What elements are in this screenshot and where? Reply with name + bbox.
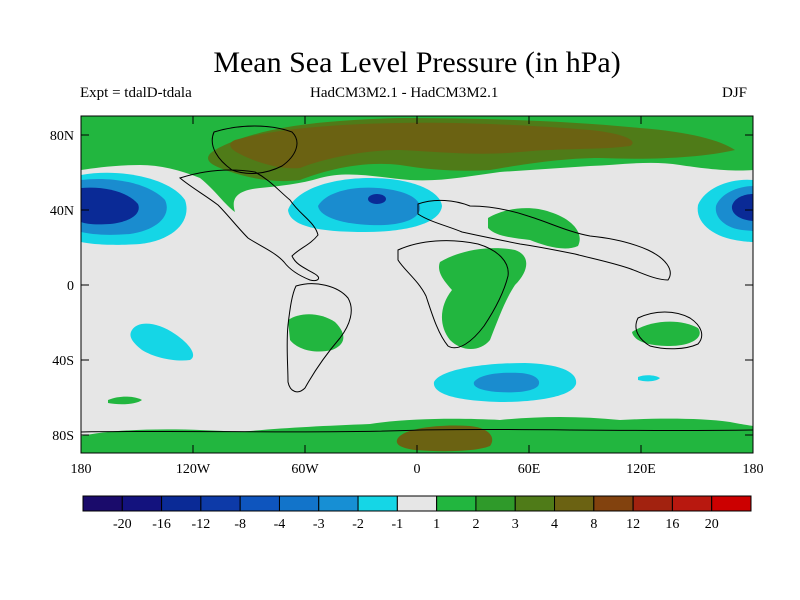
north-pacific-low-west-core: [81, 187, 139, 225]
colorbar-label: 3: [512, 517, 519, 532]
axis-ticks: [81, 116, 753, 453]
colorbar-label: -4: [274, 517, 286, 532]
southern-ocean-low-mid: [473, 372, 540, 393]
lon-label-120e: 120E: [626, 462, 656, 477]
colorbar-label: 16: [665, 517, 679, 532]
lon-label-60e: 60E: [518, 462, 541, 477]
colorbar-swatch: [514, 495, 556, 512]
africa-positive-region: [439, 248, 527, 349]
colorbar-swatch: [200, 495, 241, 512]
north-pacific-low-east-core: [731, 194, 753, 221]
australia-positive-region: [632, 321, 700, 346]
colorbar-swatch: [671, 495, 713, 512]
colorbar-swatch: [554, 495, 595, 512]
south-pacific-low: [130, 323, 194, 361]
map-field: [81, 116, 753, 453]
colorbar-label: 20: [705, 517, 719, 532]
colorbar-swatch: [82, 495, 123, 512]
lat-label-0: 0: [67, 279, 74, 294]
colorbar-label: 8: [590, 517, 597, 532]
colorbar-swatch: [436, 495, 477, 512]
colorbar-swatch: [475, 495, 516, 512]
colorbar: -20 -16 -12 -8 -4 -3 -2 -1 1 2 3 4 8 12 16 20: [82, 495, 752, 532]
colorbar-label: -2: [352, 517, 364, 532]
lat-label-40s: 40S: [52, 354, 74, 369]
colorbar-swatch: [593, 495, 634, 512]
colorbar-swatch: [318, 495, 359, 512]
lat-label-80s: 80S: [52, 429, 74, 444]
colorbar-swatch: [711, 495, 752, 512]
arabia-positive-region: [488, 208, 580, 249]
experiment-label: Expt = tdalD-tdala: [80, 85, 192, 101]
lat-label-40n: 40N: [50, 204, 74, 219]
chart-title: Mean Sea Level Pressure (in hPa): [213, 46, 621, 79]
colorbar-label: -1: [392, 517, 404, 532]
lon-label-120w: 120W: [176, 462, 211, 477]
coastlines: [81, 125, 753, 433]
colorbar-label: -12: [192, 517, 211, 532]
lon-label-180-west: 180: [71, 462, 92, 477]
colorbar-label: -16: [152, 517, 171, 532]
model-comparison-label: HadCM3M2.1 - HadCM3M2.1: [310, 85, 499, 101]
colorbar-swatch: [632, 495, 673, 512]
colorbar-swatch: [239, 495, 280, 512]
colorbar-label: 1: [433, 517, 440, 532]
colorbar-swatch: [161, 495, 202, 512]
indian-ocean-small-low: [638, 375, 660, 382]
colorbar-label: 4: [551, 517, 558, 532]
lat-label-80n: 80N: [50, 129, 74, 144]
colorbar-label: 2: [472, 517, 479, 532]
colorbar-swatch: [278, 495, 320, 512]
colorbar-swatch: [396, 495, 438, 512]
lon-label-180-east: 180: [743, 462, 764, 477]
north-atlantic-low-core: [368, 194, 386, 204]
lon-label-60w: 60W: [291, 462, 319, 477]
colorbar-label: -8: [234, 517, 246, 532]
lon-label-0: 0: [414, 462, 421, 477]
north-atlantic-low-mid: [318, 187, 421, 226]
colorbar-swatch: [121, 495, 163, 512]
south-america-positive-region: [288, 314, 344, 352]
antarctic-high-core: [396, 425, 493, 452]
colorbar-label: 12: [626, 517, 640, 532]
colorbar-swatch: [357, 495, 398, 512]
colorbar-label: -20: [113, 517, 132, 532]
colorbar-label: -3: [313, 517, 325, 532]
arctic-high-core: [230, 122, 633, 169]
south-atlantic-strip: [108, 396, 142, 405]
season-label: DJF: [722, 85, 748, 101]
